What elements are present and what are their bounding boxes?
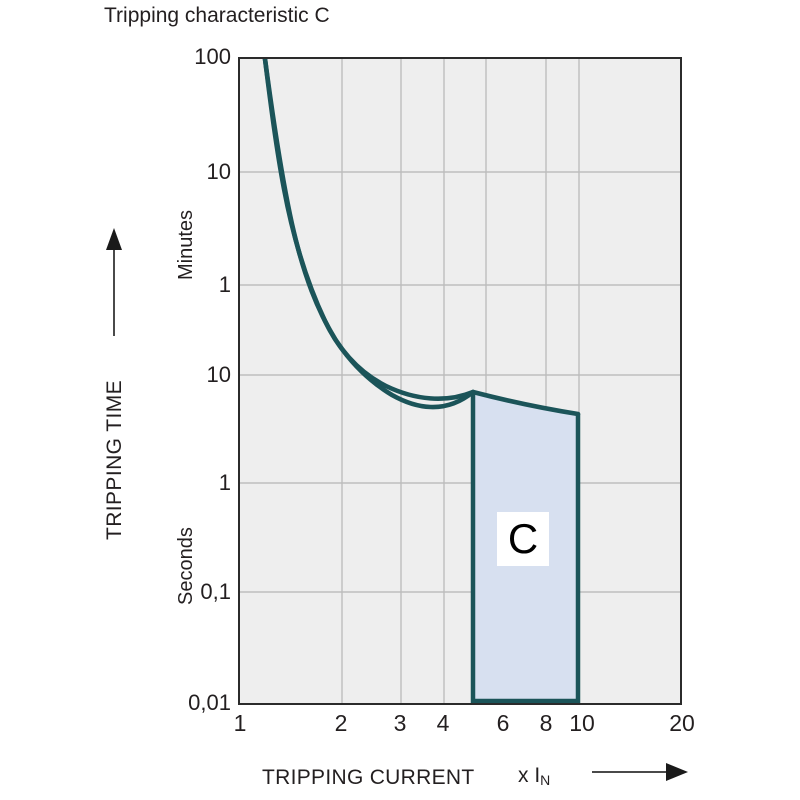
chart-plot-area bbox=[238, 57, 682, 705]
x-axis-multiplier-main: x I bbox=[518, 764, 541, 787]
thermal-tripping-curve-smooth bbox=[262, 59, 476, 401]
y-axis-unit-minutes: Minutes bbox=[175, 209, 197, 280]
y-tick-label: 1 bbox=[218, 470, 231, 495]
y-tick-label: 10 bbox=[206, 362, 231, 387]
tripping-curve-layer bbox=[262, 59, 581, 703]
y-tick-label: 1 bbox=[218, 272, 231, 297]
x-tick-label: 10 bbox=[569, 710, 595, 736]
arrow-up-icon bbox=[106, 228, 122, 336]
c-band-outline bbox=[470, 392, 581, 703]
y-axis-title: TRIPPING TIME bbox=[103, 380, 126, 540]
thermal-tripping-curve bbox=[262, 59, 476, 410]
y-tick-label: 100 bbox=[194, 44, 231, 69]
y-tick-label: 10 bbox=[206, 159, 231, 184]
x-tick-label: 2 bbox=[334, 710, 348, 736]
y-axis-tick-labels: 100 10 1 10 1 0,1 0,01 bbox=[0, 0, 231, 800]
arrow-right-icon bbox=[592, 763, 688, 781]
x-axis-multiplier-subscript: N bbox=[540, 772, 551, 788]
y-axis-unit-seconds: Seconds bbox=[175, 527, 197, 605]
c-band-label: C bbox=[497, 512, 549, 566]
x-tick-label: 3 bbox=[393, 710, 407, 736]
page-title: Tripping characteristic C bbox=[104, 4, 330, 27]
x-tick-label: 8 bbox=[539, 710, 553, 736]
y-tick-label: 0,1 bbox=[200, 579, 231, 604]
magnetic-band-top-boundary bbox=[470, 389, 581, 417]
x-axis-multiplier: x IN bbox=[518, 764, 550, 789]
x-tick-label: 20 bbox=[669, 710, 695, 736]
x-tick-label: 4 bbox=[436, 710, 450, 736]
x-tick-label: 6 bbox=[496, 710, 510, 736]
x-axis-title: TRIPPING CURRENT bbox=[262, 766, 475, 789]
y-tick-label: 0,01 bbox=[188, 690, 231, 715]
x-tick-label: 1 bbox=[233, 710, 247, 736]
